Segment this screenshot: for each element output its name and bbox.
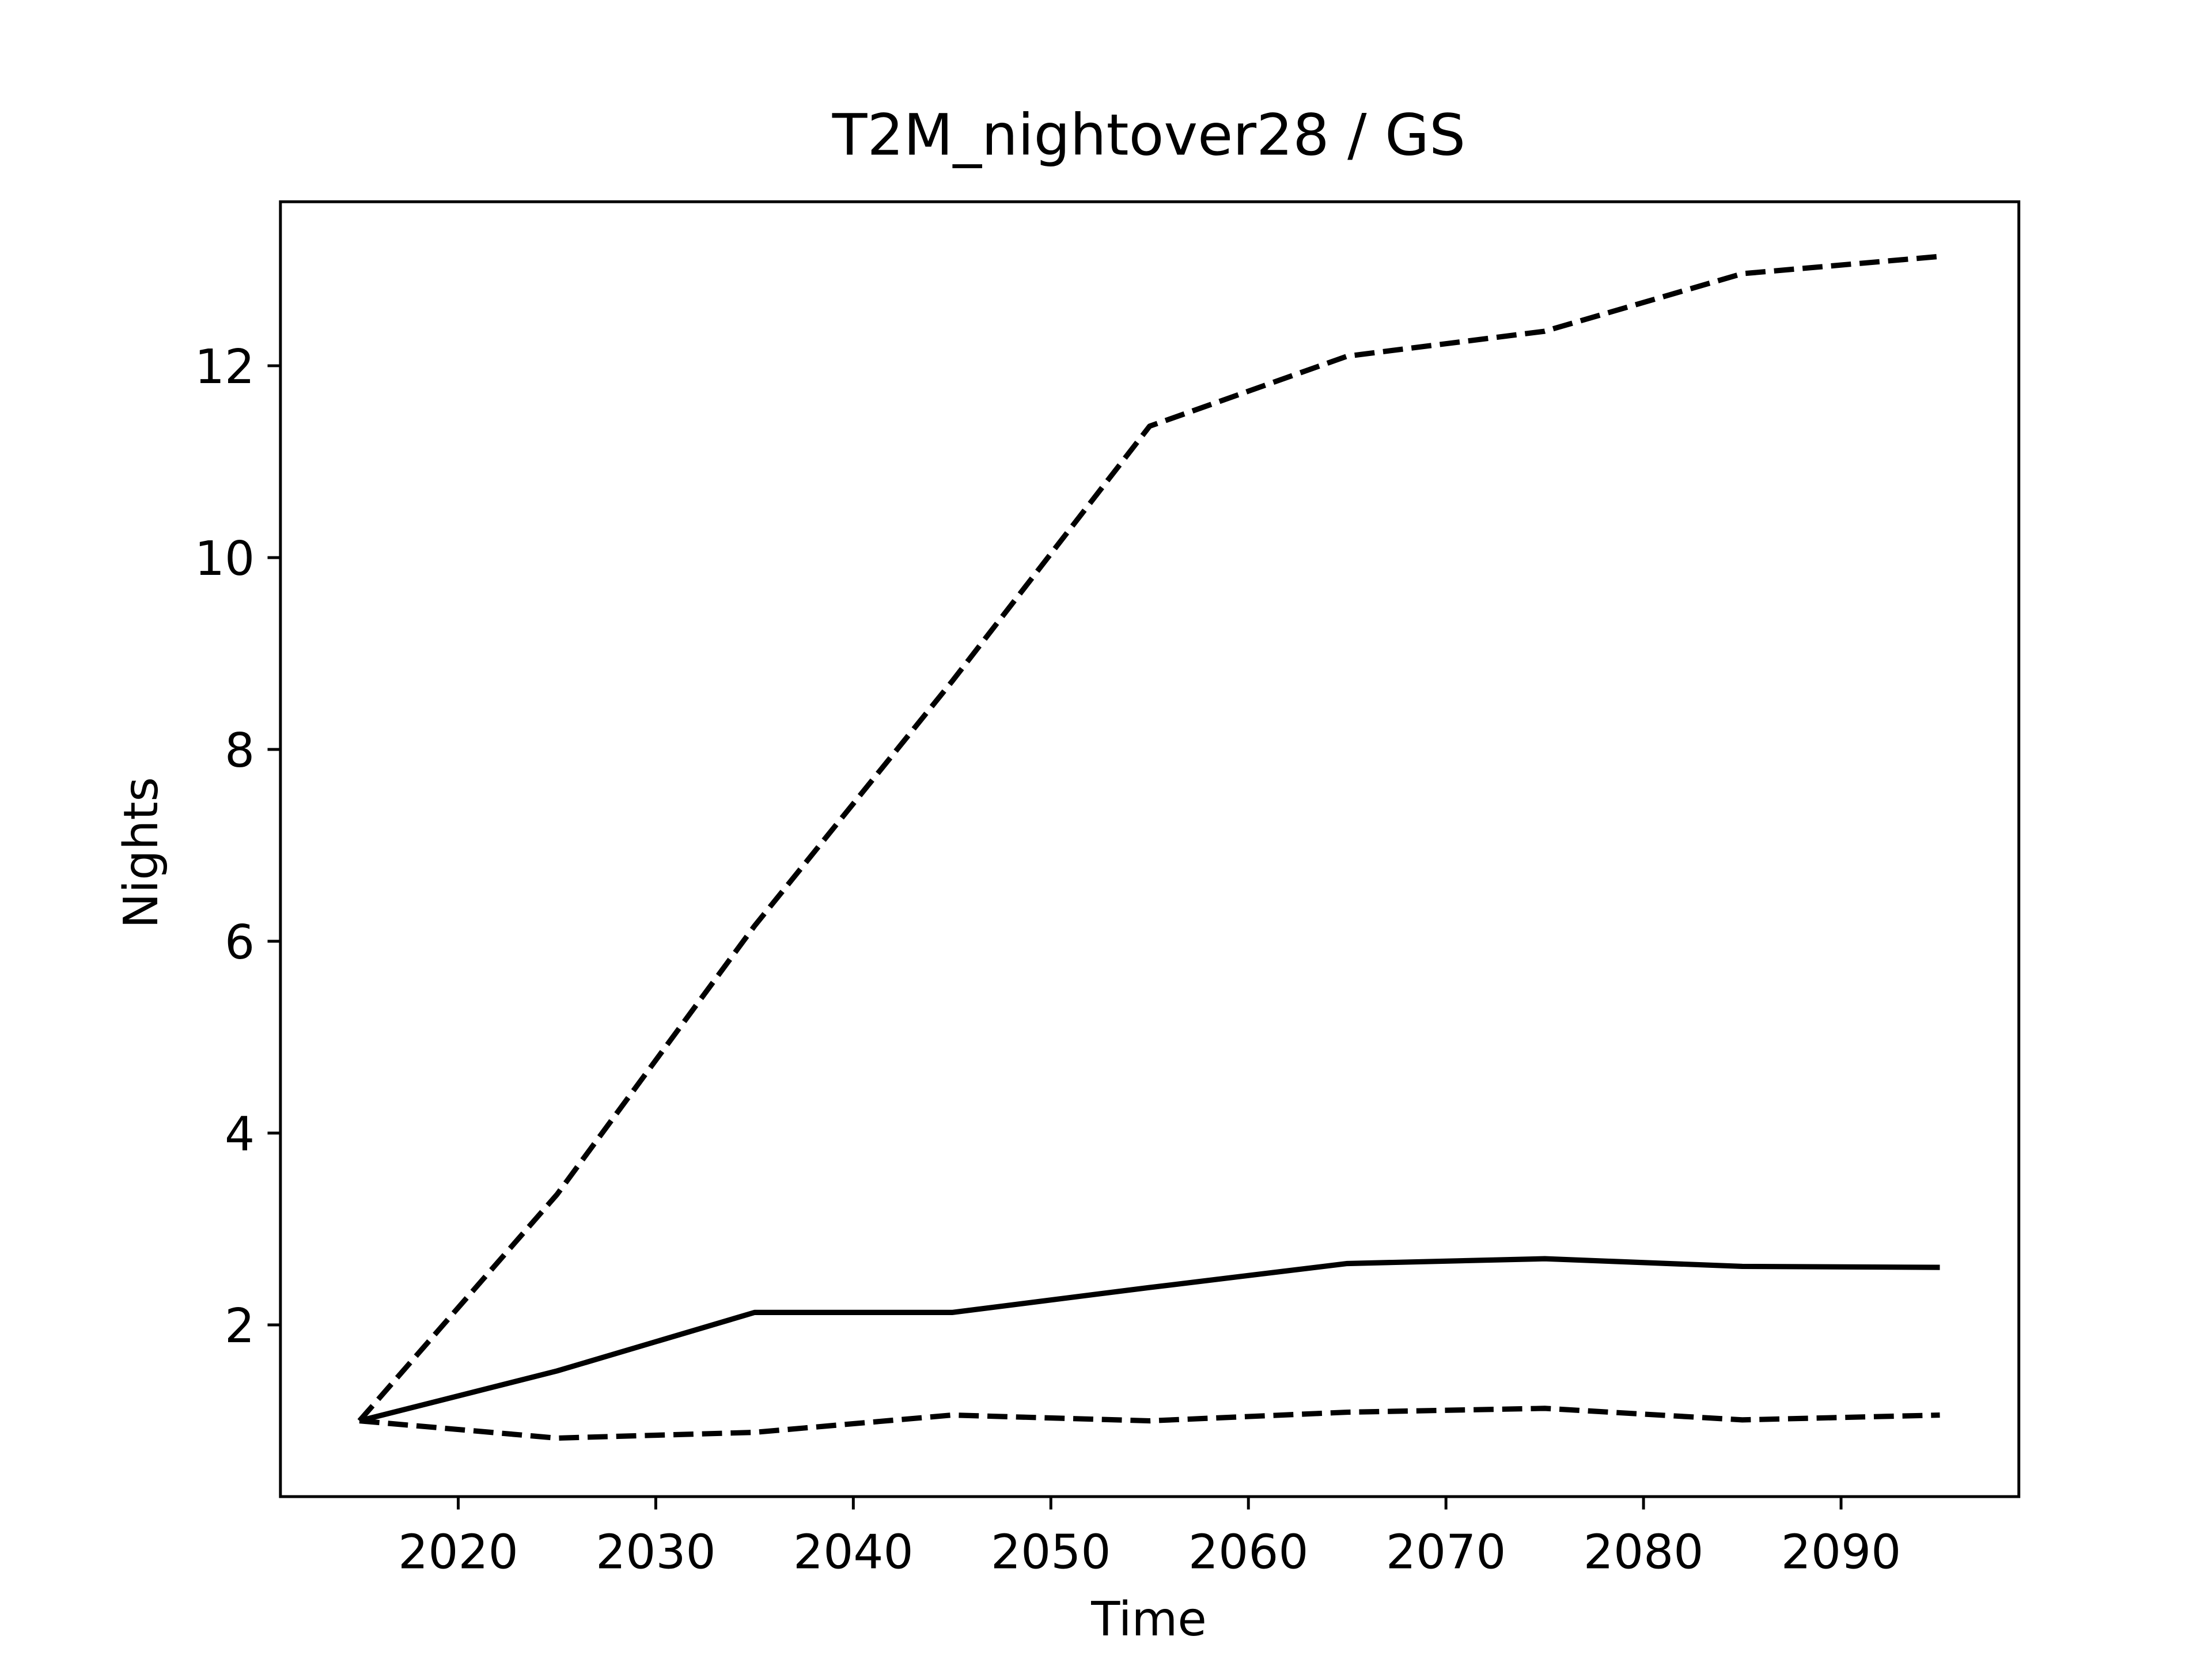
x-tick-label: 2030	[596, 1525, 716, 1580]
x-tick-label: 2050	[991, 1525, 1111, 1580]
y-tick-label: 10	[195, 532, 255, 586]
y-tick-label: 4	[225, 1107, 255, 1162]
x-tick-label: 2020	[398, 1525, 518, 1580]
x-tick-label: 2070	[1386, 1525, 1506, 1580]
chart-title: T2M_nightover28 / GS	[832, 102, 1465, 168]
data-line	[357, 253, 1940, 1423]
x-axis-label: Time	[1090, 1592, 1207, 1647]
x-tick-label: 2060	[1188, 1525, 1309, 1580]
x-tick-label: 2090	[1781, 1525, 1902, 1580]
x-tick-label: 2080	[1584, 1525, 1704, 1580]
y-tick-label: 6	[225, 915, 255, 970]
data-line	[359, 1406, 1940, 1441]
y-axis-label: Nights	[114, 777, 169, 929]
data-line	[358, 1256, 1940, 1423]
x-tick-label: 2040	[793, 1525, 914, 1580]
y-tick-label: 12	[195, 340, 255, 395]
y-tick-label: 2	[225, 1299, 255, 1354]
y-tick-label: 8	[225, 724, 255, 778]
plot-frame	[279, 200, 2021, 1498]
